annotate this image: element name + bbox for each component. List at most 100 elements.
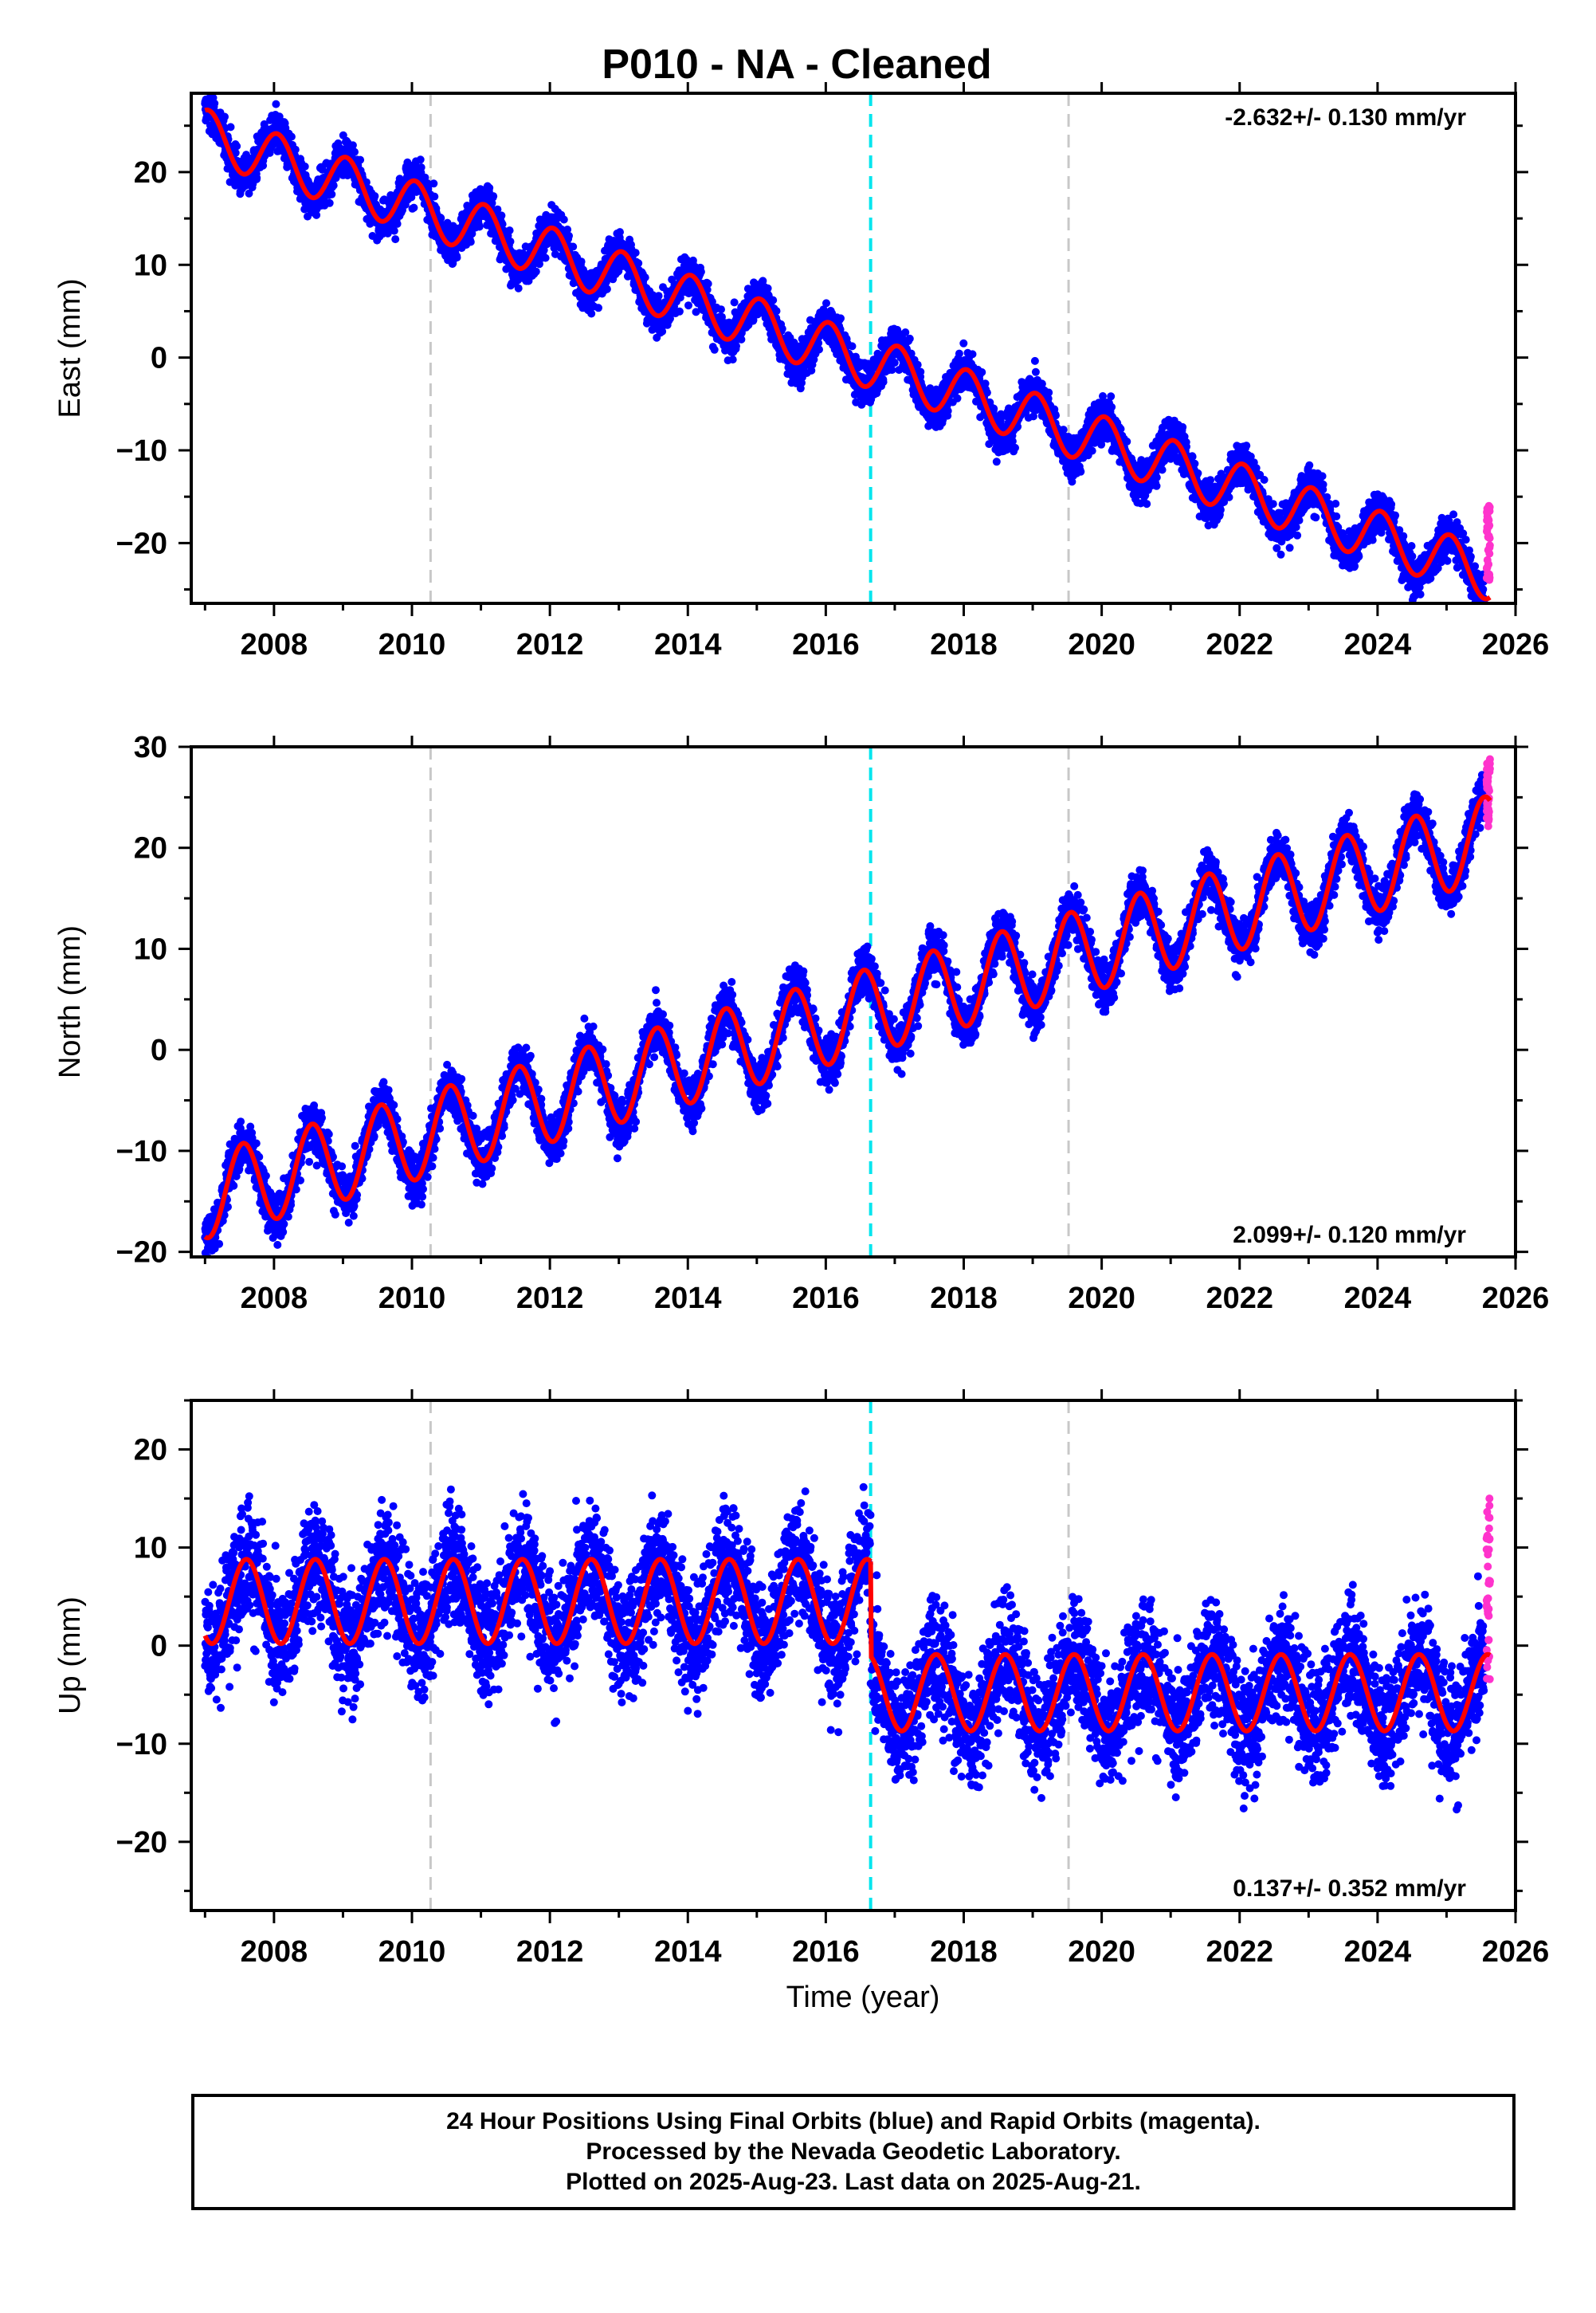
- data-point: [221, 112, 229, 121]
- data-point: [356, 155, 365, 164]
- data-point: [348, 141, 357, 150]
- data-point: [654, 292, 663, 300]
- data-point: [684, 301, 692, 310]
- data-point: [728, 355, 737, 364]
- data-point: [717, 305, 725, 314]
- data-point: [506, 238, 515, 245]
- data-point: [325, 198, 334, 207]
- data-point: [231, 148, 240, 157]
- data-point: [905, 334, 914, 343]
- data-point: [531, 267, 540, 276]
- data-point: [565, 231, 573, 240]
- data-point: [815, 345, 823, 354]
- data-point: [390, 226, 398, 235]
- data-point: [1158, 465, 1167, 474]
- data-point: [210, 99, 219, 108]
- data-point: [351, 147, 359, 156]
- data-point: [959, 339, 968, 348]
- data-point: [410, 203, 418, 212]
- data-point: [475, 222, 484, 231]
- data-point: [879, 378, 888, 387]
- data-point: [1088, 446, 1096, 455]
- data-point: [732, 342, 740, 351]
- data-point: [968, 350, 977, 359]
- data-point: [430, 192, 439, 201]
- data-point: [466, 238, 475, 246]
- chart-title: P010 - NA - Cleaned: [602, 41, 991, 88]
- data-point: [730, 298, 739, 307]
- data-point: [1152, 473, 1161, 481]
- data-point: [587, 309, 596, 318]
- data-point: [696, 268, 705, 276]
- data-point: [1030, 356, 1039, 365]
- data-point: [837, 314, 845, 323]
- data-point: [1206, 476, 1215, 485]
- data-point: [1123, 438, 1131, 446]
- data-point: [916, 367, 925, 376]
- data-point: [253, 174, 261, 183]
- data-point: [245, 189, 253, 198]
- data-point: [641, 273, 649, 282]
- data-point: [913, 360, 922, 369]
- data-point: [569, 242, 578, 251]
- data-point: [416, 155, 425, 164]
- data-point: [943, 406, 952, 415]
- data-point: [675, 307, 684, 316]
- data-point: [391, 235, 400, 244]
- panel-east: 2008 2010 2012 2014 2016 2018 2020 2022 2024 2026…: [53, 82, 1549, 662]
- data-point: [704, 280, 712, 288]
- data-point: [992, 457, 1001, 466]
- data-point: [453, 253, 461, 262]
- data-point: [362, 178, 371, 187]
- data-point: [990, 404, 998, 413]
- data-point: [559, 215, 568, 224]
- data-point: [616, 228, 624, 237]
- data-point: [888, 366, 896, 375]
- data-point: [1178, 422, 1187, 431]
- data-point: [514, 284, 523, 293]
- data-point: [1108, 403, 1116, 411]
- data-point: [407, 193, 416, 202]
- data-point: [485, 183, 494, 192]
- data-point: [226, 123, 235, 132]
- data-point: [953, 394, 962, 403]
- data-point: [272, 100, 280, 108]
- data-point: [978, 368, 986, 376]
- data-point: [1059, 426, 1068, 434]
- data-point: [772, 307, 781, 316]
- data-point: [1045, 388, 1053, 397]
- data-point: [505, 226, 514, 235]
- data-point: [291, 145, 300, 154]
- data-point: [634, 259, 643, 268]
- data-point: [1190, 459, 1199, 468]
- data-point: [327, 190, 336, 198]
- data-point: [848, 342, 857, 351]
- data-point: [955, 349, 963, 358]
- data-point: [329, 181, 338, 190]
- data-point: [631, 249, 640, 257]
- data-point: [541, 253, 550, 262]
- data-point: [890, 359, 899, 367]
- data-point: [287, 132, 296, 141]
- data-point: [1031, 367, 1040, 376]
- data-point: [1216, 505, 1225, 514]
- data-point: [371, 192, 379, 200]
- data-point: [710, 345, 719, 354]
- data-point: [393, 219, 402, 228]
- data-point: [594, 304, 602, 312]
- data-point: [1076, 467, 1085, 476]
- data-point: [822, 299, 830, 308]
- data-point: [1011, 443, 1019, 452]
- data-point: [602, 285, 611, 293]
- data-point: [417, 163, 425, 171]
- data-point: [1152, 481, 1161, 490]
- data-point: [300, 162, 309, 171]
- data-point: [1188, 453, 1197, 461]
- data-point: [429, 179, 438, 188]
- data-point: [210, 84, 218, 92]
- data-point: [763, 284, 772, 293]
- data-point: [497, 211, 506, 220]
- data-point: [769, 296, 778, 304]
- data-point: [1143, 500, 1151, 509]
